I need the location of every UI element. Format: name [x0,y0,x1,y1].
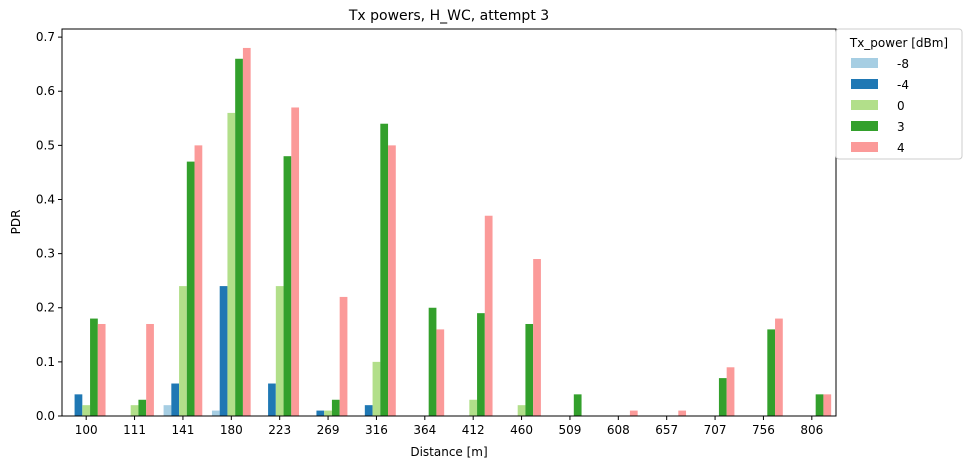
bar--4-269 [316,410,325,416]
chart-title: Tx powers, H_WC, attempt 3 [348,8,549,24]
x-tick-label: 100 [75,423,98,437]
bar-4-460 [533,259,541,416]
x-tick-label: 756 [752,423,775,437]
bar-4-180 [242,47,251,416]
bar-4-707 [726,367,735,416]
bar-0-180 [227,112,236,417]
legend-swatch--4 [851,79,878,89]
legend-title: Tx_power [dBm] [849,36,948,50]
legend-label--8: -8 [897,57,909,71]
bar-4-608 [629,410,638,416]
y-tick-label: 0.2 [36,301,55,315]
bar-0-412 [469,399,478,416]
bar-3-141 [186,161,195,416]
bar-4-756 [775,318,783,416]
bar--8-180 [211,410,220,416]
legend-label-3: 3 [897,120,905,134]
x-axis-label: Distance [m] [410,445,487,459]
x-tick-label: 180 [220,423,243,437]
bar-4-223 [291,107,300,416]
legend-label-0: 0 [897,99,905,113]
legend-swatch-0 [851,100,878,110]
legend-label--4: -4 [897,78,909,92]
x-tick-label: 460 [510,423,533,437]
bar--8-141 [163,405,172,416]
y-tick-label: 0.1 [36,355,55,369]
y-tick-label: 0.4 [36,192,55,206]
bar-0-111 [130,405,139,416]
legend-swatch-4 [851,142,878,152]
bar-4-316 [388,145,396,416]
bar-4-269 [339,296,348,416]
bar--4-316 [364,405,373,416]
legend-label-4: 4 [897,141,905,155]
bar--4-100 [74,394,83,416]
bar-3-509 [573,394,582,416]
y-tick-label: 0.7 [36,30,55,44]
bar-4-111 [146,323,154,416]
y-tick-label: 0.0 [36,409,55,423]
bar-4-141 [194,145,203,416]
x-tick-label: 269 [317,423,340,437]
x-axis: 100 111 141 180 223 269 316 364 412 460 509 608 657 7… [75,416,823,437]
bar-0-100 [82,405,91,416]
plot-frame [61,28,837,417]
bar--4-141 [171,383,180,416]
bar-4-412 [484,215,493,416]
y-tick-label: 0.6 [36,84,55,98]
x-tick-label: 657 [655,423,678,437]
bar-group [74,47,832,417]
bar-3-364 [428,307,437,416]
bar-0-269 [324,410,332,416]
bar-3-412 [477,313,485,416]
y-axis: 0.0 0.1 0.2 0.3 0.4 0.5 0.6 0.7 [36,30,62,423]
x-tick-label: 806 [800,423,823,437]
bar--4-223 [268,383,276,416]
bar-3-269 [331,399,340,416]
x-tick-label: 509 [558,423,581,437]
bar-0-223 [275,286,284,416]
y-tick-label: 0.5 [36,138,55,152]
bar-0-316 [372,361,381,416]
y-axis-label: PDR [9,210,23,235]
bar-3-100 [90,318,98,416]
bar-3-460 [525,323,534,416]
bar-0-141 [179,286,187,416]
bar-4-364 [436,329,445,416]
bar-3-111 [138,399,147,416]
bar-3-707 [718,378,727,416]
x-tick-label: 111 [123,423,146,437]
bar-4-806 [823,394,832,416]
y-tick-label: 0.3 [36,247,55,261]
bar-4-100 [97,323,106,416]
x-tick-label: 316 [365,423,388,437]
legend: Tx_power [dBm] -8 -4 0 3 4 [835,28,963,160]
x-tick-label: 223 [268,423,291,437]
bar--4-180 [219,286,228,416]
x-tick-label: 141 [171,423,194,437]
bar-3-316 [380,123,389,416]
bar-3-180 [235,58,243,417]
bar-4-657 [678,410,687,416]
legend-swatch--8 [851,58,878,68]
bar-3-756 [767,329,776,416]
x-tick-label: 707 [704,423,727,437]
bar-3-806 [815,394,824,416]
bar-3-223 [283,156,292,416]
x-tick-label: 364 [413,423,436,437]
bar-0-460 [517,405,526,416]
x-tick-label: 412 [462,423,485,437]
x-tick-label: 608 [607,423,630,437]
legend-swatch-3 [851,121,878,131]
